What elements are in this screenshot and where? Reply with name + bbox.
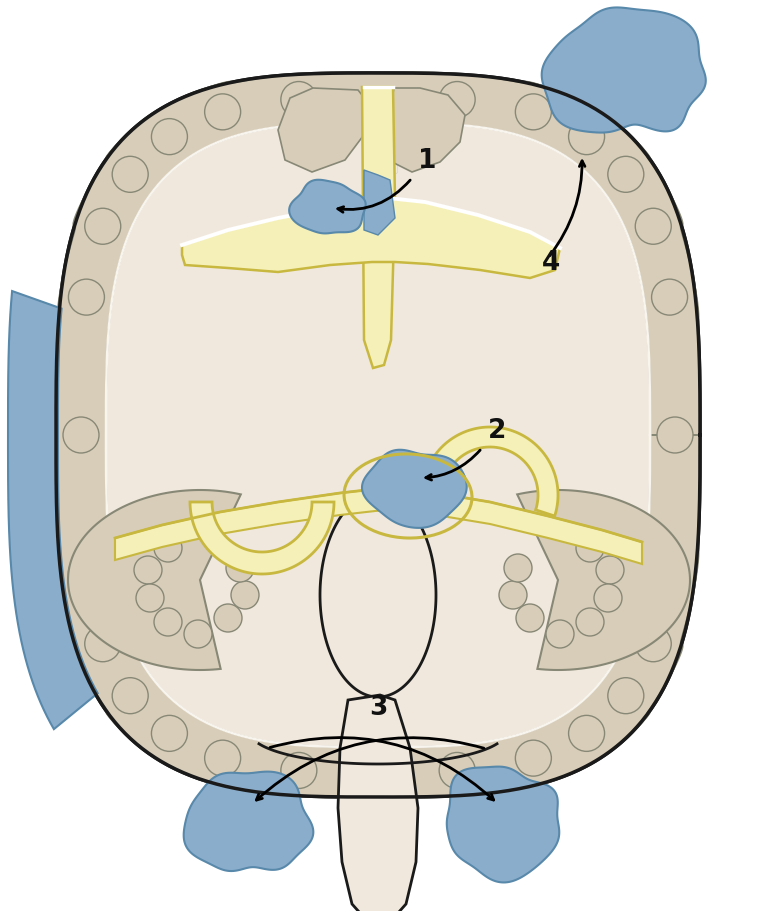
Circle shape — [205, 740, 240, 776]
Circle shape — [151, 715, 187, 752]
Polygon shape — [278, 88, 370, 172]
Circle shape — [546, 620, 574, 648]
Circle shape — [184, 620, 212, 648]
Circle shape — [516, 604, 544, 632]
Circle shape — [608, 678, 644, 713]
Text: 1: 1 — [418, 148, 437, 174]
Circle shape — [651, 555, 688, 591]
Circle shape — [281, 82, 317, 118]
Polygon shape — [364, 170, 395, 235]
Polygon shape — [320, 493, 436, 697]
Circle shape — [281, 752, 317, 788]
Circle shape — [112, 157, 148, 192]
Circle shape — [576, 608, 604, 636]
Polygon shape — [182, 198, 560, 278]
Circle shape — [596, 556, 624, 584]
Circle shape — [515, 740, 552, 776]
Circle shape — [231, 581, 259, 609]
Text: 4: 4 — [542, 250, 560, 276]
Circle shape — [594, 584, 622, 612]
Circle shape — [504, 554, 532, 582]
Circle shape — [635, 209, 671, 244]
Circle shape — [154, 534, 182, 562]
Circle shape — [568, 118, 604, 155]
Polygon shape — [68, 490, 240, 670]
Circle shape — [568, 715, 604, 752]
Text: 3: 3 — [369, 695, 387, 721]
Polygon shape — [517, 490, 690, 670]
Circle shape — [205, 94, 240, 130]
Polygon shape — [8, 291, 97, 729]
Circle shape — [608, 157, 644, 192]
Text: 2: 2 — [488, 418, 506, 444]
Circle shape — [68, 555, 104, 591]
Polygon shape — [382, 88, 465, 172]
Circle shape — [576, 534, 604, 562]
Polygon shape — [338, 695, 418, 911]
Polygon shape — [190, 502, 334, 574]
Polygon shape — [542, 7, 705, 133]
Circle shape — [112, 678, 148, 713]
Circle shape — [154, 608, 182, 636]
Circle shape — [214, 604, 242, 632]
Circle shape — [84, 626, 121, 661]
Circle shape — [226, 554, 254, 582]
Circle shape — [134, 556, 162, 584]
Circle shape — [151, 118, 187, 155]
Circle shape — [651, 279, 688, 315]
Circle shape — [439, 82, 475, 118]
Polygon shape — [289, 179, 366, 233]
Circle shape — [439, 752, 475, 788]
Circle shape — [68, 279, 104, 315]
Polygon shape — [362, 450, 466, 527]
Polygon shape — [56, 73, 700, 797]
Circle shape — [136, 584, 164, 612]
Circle shape — [63, 417, 99, 453]
Polygon shape — [56, 73, 700, 797]
Circle shape — [515, 94, 552, 130]
Circle shape — [499, 581, 527, 609]
Circle shape — [84, 209, 121, 244]
Polygon shape — [423, 427, 558, 516]
Circle shape — [635, 626, 671, 661]
Polygon shape — [363, 88, 396, 172]
Polygon shape — [183, 772, 314, 871]
Polygon shape — [115, 488, 642, 564]
Circle shape — [657, 417, 693, 453]
Polygon shape — [447, 767, 559, 883]
Polygon shape — [362, 87, 395, 368]
